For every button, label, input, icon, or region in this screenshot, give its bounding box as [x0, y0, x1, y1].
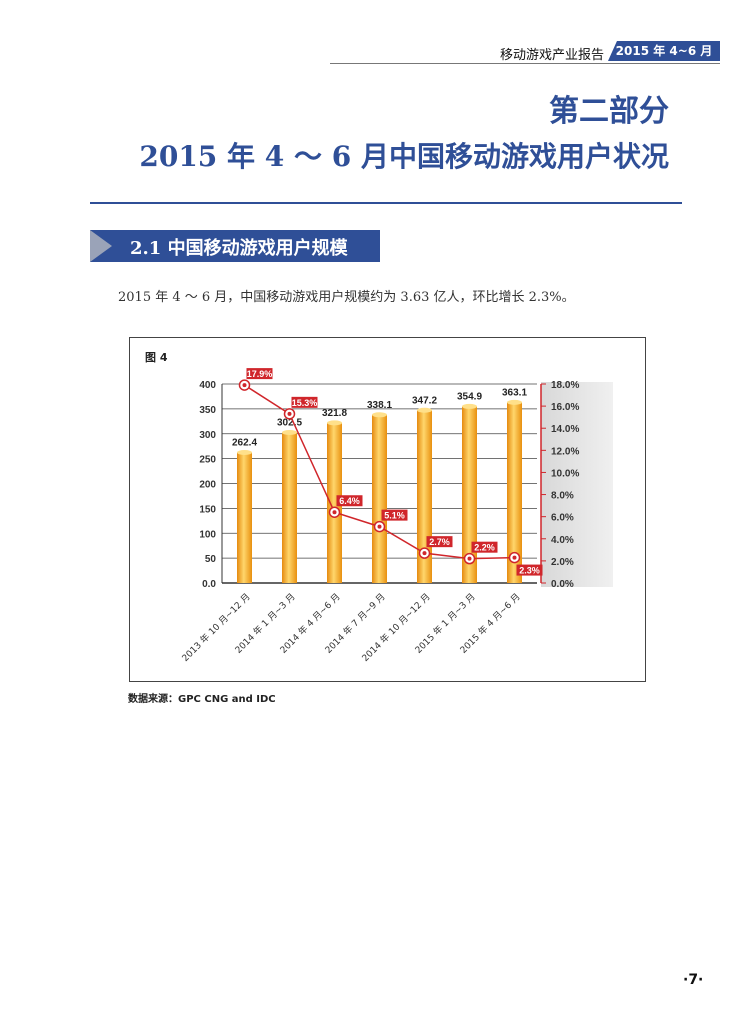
body-paragraph: 2015 年 4 ～ 6 月，中国移动游戏用户规模约为 3.63 亿人，环比增长…: [118, 290, 575, 305]
right-axis-band: [541, 382, 613, 587]
y-tick-label: 150: [199, 504, 216, 515]
y2-tick-label: 18.0%: [551, 380, 579, 391]
growth-marker-dot: [512, 555, 517, 560]
y2-tick-label: 6.0%: [551, 513, 574, 524]
y2-tick-label: 2.0%: [551, 557, 574, 568]
growth-marker-dot: [287, 411, 292, 416]
growth-label: 15.3%: [292, 398, 318, 408]
section-subtitle: 2015 年 4 ～ 6 月中国移动游戏用户状况: [139, 140, 669, 173]
growth-marker-dot: [467, 556, 472, 561]
bar-value-label: 363.1: [502, 387, 527, 398]
report-title: 移动游戏产业报告: [500, 48, 605, 63]
y2-tick-label: 10.0%: [551, 468, 579, 479]
bar-top: [372, 412, 387, 418]
growth-label: 17.9%: [247, 369, 273, 379]
growth-label: 5.1%: [384, 511, 405, 521]
y2-tick-label: 16.0%: [551, 402, 579, 413]
growth-label: 6.4%: [339, 496, 360, 506]
growth-label-box: [426, 536, 453, 548]
y-tick-label: 250: [199, 455, 216, 466]
y2-tick-label: 8.0%: [551, 491, 574, 502]
bar-top: [507, 399, 522, 405]
page-number: ·7·: [683, 972, 704, 988]
bar: [282, 432, 297, 583]
bar-top: [462, 403, 477, 409]
subsection-title: 2.1 中国移动游戏用户规模: [130, 238, 348, 259]
growth-marker-dot: [242, 383, 247, 388]
bar: [237, 452, 252, 583]
data-source: 数据来源：GPC CNG and IDC: [128, 694, 276, 705]
bar-top: [327, 420, 342, 426]
subsection-banner: [90, 230, 380, 262]
bar: [372, 414, 387, 583]
bar-top: [282, 430, 297, 436]
growth-marker-dot: [332, 510, 337, 515]
y-tick-label: 300: [199, 430, 216, 441]
y-tick-label: 0.0: [202, 579, 216, 590]
growth-marker-dot: [422, 551, 427, 556]
bar-value-label: 354.9: [457, 391, 482, 402]
growth-marker-dot: [377, 524, 382, 529]
growth-label-box: [516, 564, 543, 576]
bar: [507, 402, 522, 583]
bar-value-label: 262.4: [232, 437, 257, 448]
bar-value-label: 338.1: [367, 400, 392, 411]
y2-tick-label: 0.0%: [551, 579, 574, 590]
y-tick-label: 400: [199, 380, 216, 391]
header-divider: [330, 63, 720, 64]
growth-label: 2.7%: [429, 537, 450, 547]
bar: [462, 406, 477, 583]
bar-value-label: 347.2: [412, 395, 437, 406]
bar-value-label: 321.8: [322, 408, 347, 419]
bar: [327, 422, 342, 583]
growth-label-box: [246, 368, 273, 380]
bar-top: [417, 407, 432, 413]
bar-top: [237, 449, 252, 455]
growth-label-box: [336, 495, 363, 507]
subsection-arrow-icon: [90, 230, 112, 262]
section-title: 第二部分: [549, 94, 669, 129]
growth-label-box: [381, 509, 408, 521]
section-rule: [90, 202, 682, 204]
growth-label-box: [291, 396, 318, 408]
y2-tick-label: 14.0%: [551, 424, 579, 435]
growth-label-box: [471, 541, 498, 553]
user-scale-chart: 0.0 50 100 150 200 250 300 350 400 0.0% 2.0% 4.0% 6.…: [179, 368, 613, 664]
growth-label: 2.2%: [474, 543, 495, 553]
bar-value-label: 302.5: [277, 418, 302, 429]
y2-tick-label: 12.0%: [551, 446, 579, 457]
figure-label: 图 4: [145, 351, 168, 364]
y-tick-label: 100: [199, 529, 216, 540]
y-tick-label: 200: [199, 480, 216, 491]
period-tag: 2015 年 4~6 月: [608, 41, 720, 61]
growth-label: 2.3%: [519, 566, 540, 576]
y-tick-label: 350: [199, 405, 216, 416]
y2-tick-label: 4.0%: [551, 535, 574, 546]
y-tick-label: 50: [205, 554, 217, 565]
